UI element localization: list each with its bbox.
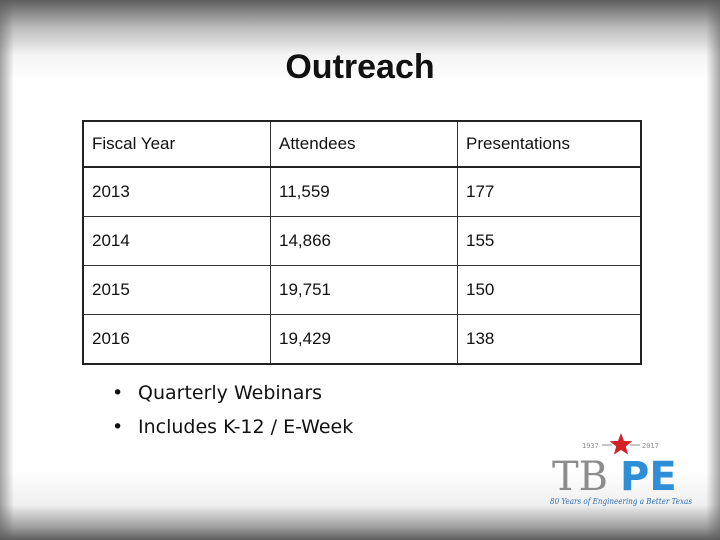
bullet-text: Quarterly Webinars	[138, 382, 323, 404]
logo-year-end: 2017	[642, 442, 659, 450]
table-header-row: Fiscal Year Attendees Presentations	[82, 120, 642, 168]
list-item: • Includes K-12 / E-Week	[112, 410, 353, 444]
star-icon	[609, 433, 633, 455]
table-row: 2016 19,429 138	[82, 314, 642, 365]
right-edge-shade	[706, 0, 720, 540]
attendees-cell: 19,751	[270, 265, 458, 315]
table-row: 2015 19,751 150	[82, 265, 642, 315]
slide-title: Outreach	[285, 48, 435, 86]
header-presentations: Presentations	[457, 120, 642, 168]
tbpe-logo: 1937 2017 TB PE 80 Years of Engineering …	[550, 433, 692, 506]
logo-wordmark-tb: TB	[552, 454, 608, 500]
header-attendees: Attendees	[270, 120, 458, 168]
attendees-cell: 14,866	[270, 216, 458, 266]
presentations-cell: 150	[457, 265, 642, 315]
logo-year-start: 1937	[582, 442, 599, 450]
bullet-icon: •	[112, 382, 124, 404]
fiscal-year-cell: 2014	[82, 216, 271, 266]
header-fiscal-year: Fiscal Year	[82, 120, 271, 168]
fiscal-year-cell: 2013	[82, 166, 271, 217]
bullet-text: Includes K-12 / E-Week	[138, 416, 354, 438]
bullet-list: • Quarterly Webinars • Includes K-12 / E-W…	[112, 376, 353, 444]
bullet-icon: •	[112, 416, 124, 438]
presentations-cell: 138	[457, 314, 642, 365]
left-edge-shade	[0, 0, 14, 540]
fiscal-year-cell: 2016	[82, 314, 271, 365]
attendees-cell: 19,429	[270, 314, 458, 365]
attendees-cell: 11,559	[270, 166, 458, 217]
presentations-cell: 177	[457, 166, 642, 217]
presentations-cell: 155	[457, 216, 642, 266]
table-row: 2014 14,866 155	[82, 216, 642, 266]
outreach-table: Fiscal Year Attendees Presentations 2013…	[82, 120, 642, 365]
table-row: 2013 11,559 177	[82, 166, 642, 217]
logo-wordmark-pe: PE	[620, 454, 677, 500]
logo-tagline: 80 Years of Engineering a Better Texas	[550, 497, 692, 506]
fiscal-year-cell: 2015	[82, 265, 271, 315]
list-item: • Quarterly Webinars	[112, 376, 353, 410]
